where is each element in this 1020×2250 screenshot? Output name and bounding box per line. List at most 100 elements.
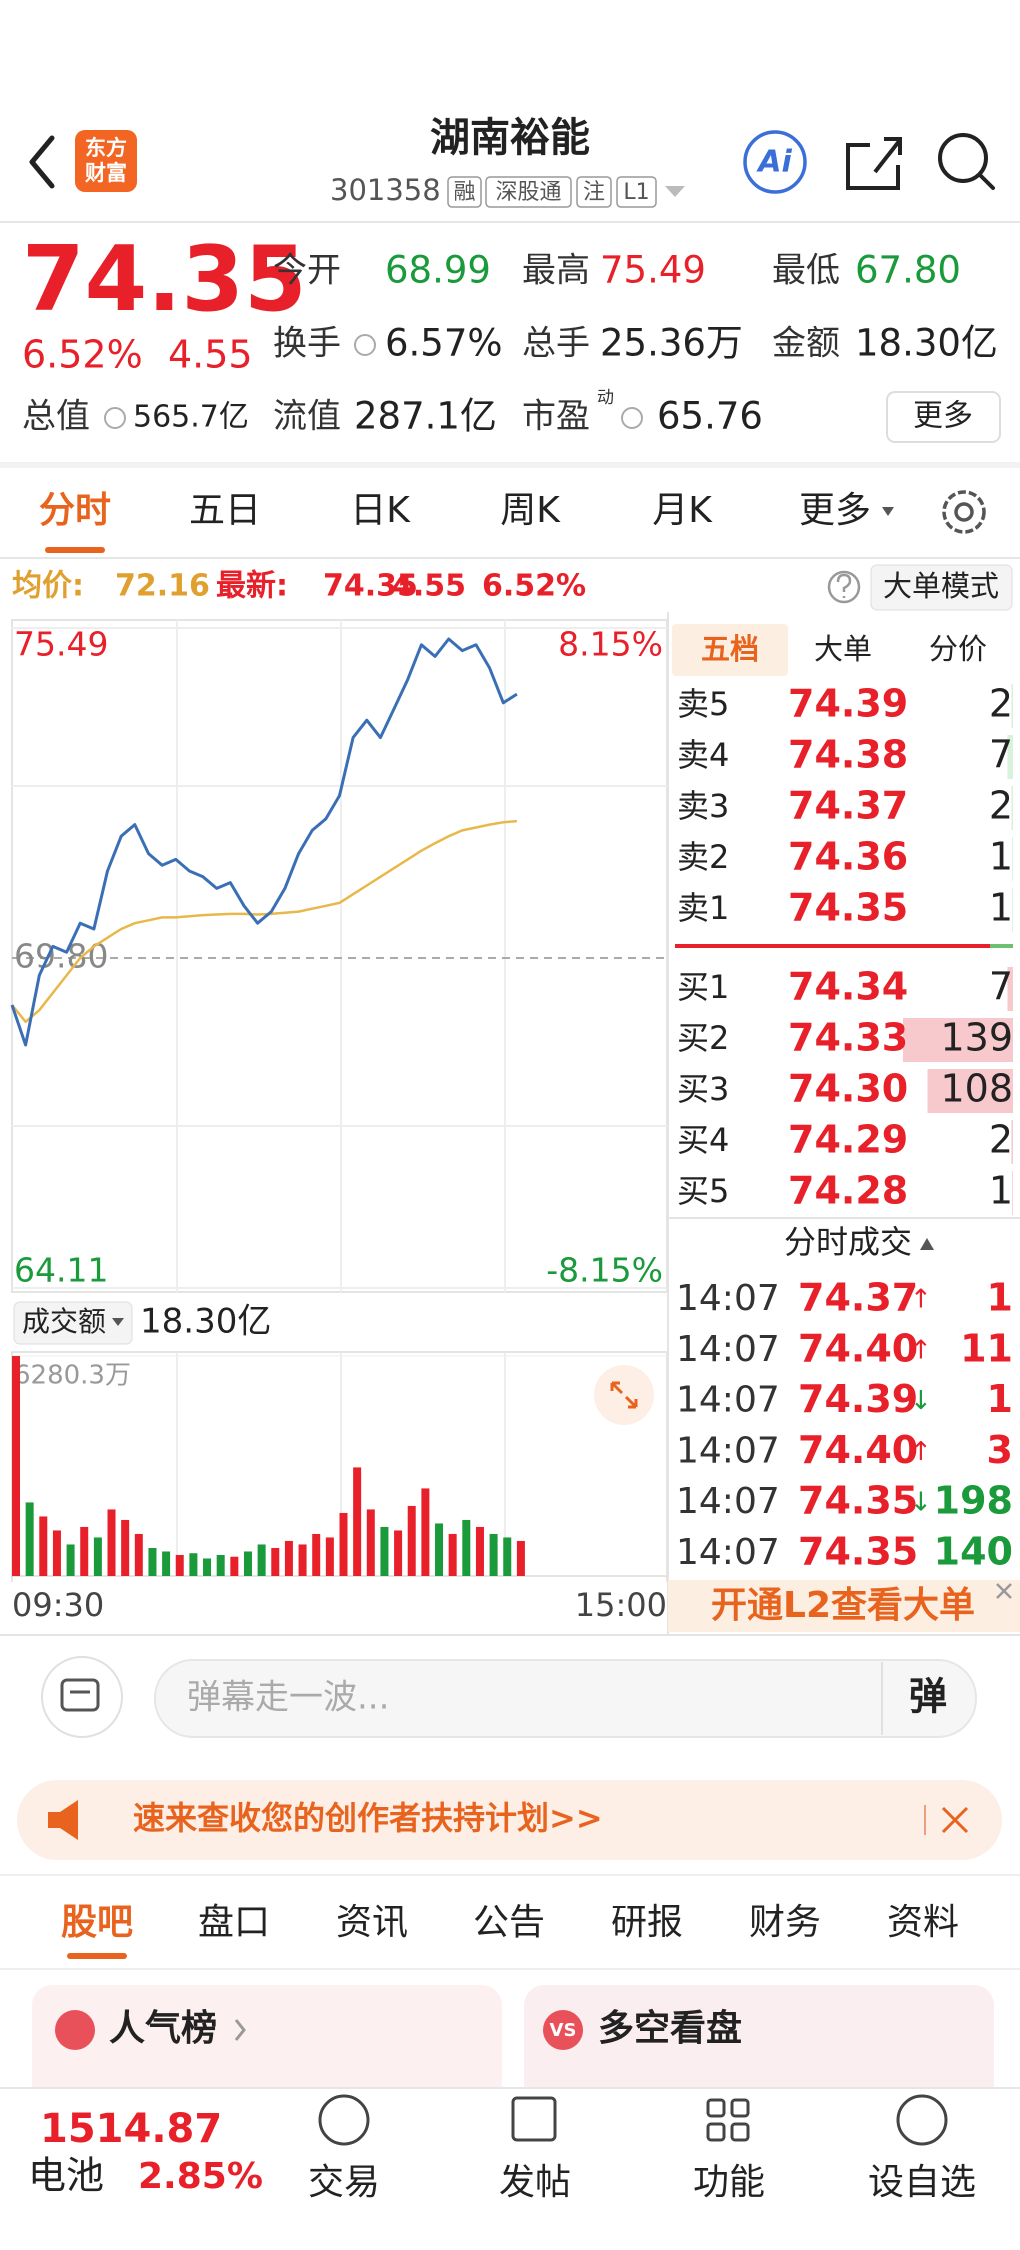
l2-banner[interactable] — [668, 1580, 1020, 1632]
volume-bar — [366, 1509, 375, 1576]
volume-bar — [121, 1519, 130, 1576]
more-button[interactable] — [886, 391, 1001, 443]
period-tab[interactable]: 五日 — [189, 490, 261, 531]
depth-bar — [1011, 786, 1013, 830]
logo-text: 财富 — [85, 161, 127, 185]
search-button[interactable] — [938, 133, 988, 183]
card[interactable] — [524, 1985, 994, 2115]
book-label: 买4 — [677, 1121, 729, 1159]
share-button[interactable] — [846, 137, 902, 190]
comment-placeholder: 弹幕走一波... — [187, 1678, 389, 1718]
book-label: 买3 — [677, 1070, 729, 1108]
last-label: 最新: — [216, 569, 288, 604]
help-icon[interactable] — [827, 570, 861, 604]
period-tab[interactable]: 日K — [350, 490, 411, 531]
period-tab[interactable]: 更多 — [799, 490, 871, 531]
comment-menu[interactable] — [41, 1656, 123, 1738]
back-button[interactable] — [29, 135, 55, 189]
field-value: 25.36万 — [600, 322, 743, 365]
promo-banner[interactable] — [17, 1780, 1002, 1860]
book-tab[interactable]: 分价 — [929, 632, 987, 666]
bottom-nav — [0, 2088, 1020, 2250]
last-change-pct: 6.52% — [482, 569, 586, 604]
period-tab[interactable]: 周K — [500, 490, 561, 531]
sub-tab[interactable]: 财务 — [749, 1902, 821, 1943]
trade-time: 14:07 — [676, 1380, 780, 1421]
book-label: 卖2 — [677, 838, 729, 876]
field-value: 287.1亿 — [354, 395, 497, 438]
last-price: 74.35 — [22, 227, 307, 332]
sub-tab[interactable]: 资料 — [887, 1902, 959, 1943]
field-value: 6.57% — [385, 322, 503, 365]
trade-volume: 11 — [960, 1326, 1013, 1370]
sub-tab[interactable]: 公告 — [473, 1902, 545, 1943]
nav-item[interactable]: 功能 — [693, 2162, 765, 2203]
danmaku-button[interactable]: 弹 — [909, 1675, 947, 1719]
stock-name: 湖南裕能 — [430, 115, 590, 161]
sub-tab[interactable]: 研报 — [611, 1902, 683, 1943]
volume-bar — [162, 1551, 171, 1576]
sub-tabs: 股吧 盘口 资讯 公告 研报 财务 资料 — [61, 1902, 959, 1943]
tag: 融 — [453, 180, 475, 205]
tags: 融深股通注 L1 — [447, 176, 657, 208]
nav-item[interactable]: 交易 — [308, 2162, 380, 2203]
volume-bar — [380, 1526, 389, 1576]
expand-button[interactable] — [594, 1365, 654, 1425]
nav-item[interactable]: 发帖 — [499, 2162, 571, 2203]
big-order-button[interactable] — [870, 564, 1013, 611]
book-tab[interactable]: 五档 — [701, 632, 759, 666]
book-volume: 1 — [989, 1169, 1013, 1213]
depth-bar — [903, 1018, 1013, 1062]
section-gap — [0, 462, 1020, 468]
settings-icon — [954, 502, 974, 522]
last-value: 74.35 — [323, 569, 418, 604]
y2-tick-label: -8.15% — [546, 1251, 663, 1290]
search-handle — [978, 173, 995, 190]
sub-tab[interactable]: 资讯 — [336, 1902, 408, 1943]
period-tab[interactable]: 月K — [652, 490, 713, 531]
chevron — [234, 2019, 246, 2041]
book-price: 74.28 — [788, 1169, 908, 1213]
field-label: 最高 — [522, 251, 590, 291]
nav-item[interactable]: 设自选 — [868, 2162, 976, 2203]
book-tab[interactable]: 大单 — [814, 632, 872, 666]
depth-bar — [1012, 888, 1013, 932]
volume-bar — [435, 1523, 444, 1576]
ai-button[interactable] — [743, 130, 807, 194]
volume-bar — [339, 1512, 348, 1576]
period-tab[interactable]: 分时 — [39, 490, 111, 531]
index-value[interactable]: 1514.87 — [40, 2106, 222, 2152]
trade-arrow: ↑ — [910, 1285, 932, 1315]
last-change: 4.55 — [392, 569, 466, 604]
change-pct: 6.52% — [22, 333, 143, 377]
field-sup: 动 — [597, 388, 614, 408]
tag-box — [447, 176, 482, 208]
trade-price: 74.35 — [798, 1479, 918, 1523]
depth-bar — [1012, 1171, 1013, 1215]
volume-selector[interactable] — [13, 1301, 133, 1345]
volume-bar — [489, 1533, 498, 1576]
close-icon[interactable] — [996, 1583, 1012, 1599]
settings-button[interactable] — [942, 490, 986, 534]
book-volume: 2 — [989, 1118, 1013, 1162]
close-icon[interactable] — [941, 1806, 969, 1834]
volume-bar — [175, 1554, 184, 1576]
sub-tab[interactable]: 盘口 — [198, 1902, 270, 1943]
volume-bar — [80, 1526, 89, 1576]
comment-input[interactable] — [154, 1659, 977, 1738]
field-label: 市盈 — [522, 397, 590, 437]
sub-tab[interactable]: 股吧 — [61, 1902, 133, 1943]
field-label: 最低 — [772, 251, 840, 291]
card[interactable] — [32, 1985, 502, 2115]
volume-bar — [134, 1533, 143, 1576]
card-title: 多空看盘 — [598, 2007, 742, 2049]
nav-icon — [706, 2098, 750, 2142]
volume-bar — [243, 1551, 252, 1576]
volume-bar — [448, 1533, 457, 1576]
card-icon-text: VS — [550, 2020, 577, 2041]
field-value: 67.80 — [855, 249, 961, 292]
info-icon — [621, 407, 643, 429]
book-label: 卖3 — [677, 787, 729, 825]
book-label: 卖1 — [677, 889, 729, 927]
quote-fields: 今开 68.99 最高 75.49 最低 67.80 换手 6.57% 总手 25.36万 金额 18… — [22, 249, 998, 438]
